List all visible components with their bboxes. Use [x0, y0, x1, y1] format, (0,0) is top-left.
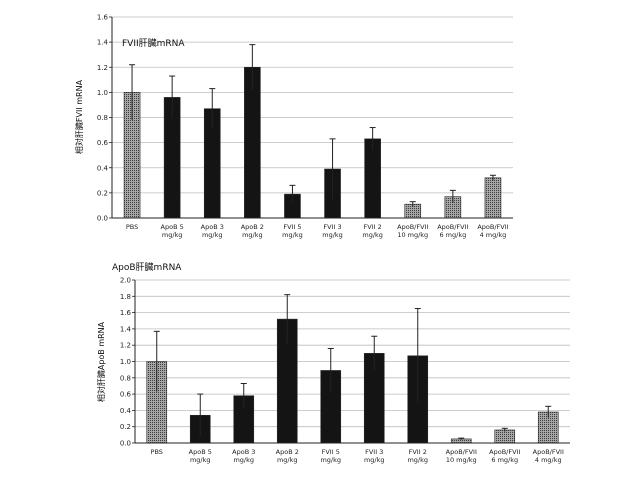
fvii-x-tick-label: mg/kg — [322, 231, 343, 239]
fvii-y-tick-label: 0.6 — [97, 139, 109, 147]
fvii-x-tick-label: mg/kg — [242, 231, 263, 239]
fvii-x-tick-label: FVII 3 — [323, 223, 341, 231]
apob-x-tick-label: mg/kg — [320, 456, 341, 464]
fvii-y-axis-title: 相対肝臓FVII mRNA — [74, 79, 84, 154]
fvii-y-tick-label: 0.8 — [97, 114, 108, 122]
apob-x-tick-label: 4 mg/kg — [535, 456, 562, 464]
apob-x-tick-label: PBS — [151, 448, 163, 456]
fvii-y-tick-label: 0.2 — [97, 189, 108, 197]
apob-error-bars — [154, 295, 552, 440]
fvii-y-tick-label: 1.6 — [97, 14, 109, 22]
apob-x-tick-label: ApoB 2 — [276, 448, 299, 456]
fvii-x-tick-label: FVII 5 — [283, 223, 301, 231]
apob-x-tick-label: mg/kg — [364, 456, 385, 464]
fvii-x-tick-label: ApoB 2 — [241, 223, 264, 231]
apob-x-tick-label: mg/kg — [407, 456, 428, 464]
apob-x-tick-label: 6 mg/kg — [491, 456, 518, 464]
apob-y-tick-label: 0.6 — [120, 391, 132, 399]
apob-x-tick-label: ApoB/FVII — [489, 448, 520, 456]
fvii-x-tick-label: PBS — [126, 223, 138, 231]
apob-y-tick-label: 1.6 — [120, 309, 132, 317]
fvii-y-tick-label: 0.0 — [97, 215, 108, 223]
apob-y-tick-label: 1.8 — [120, 293, 131, 301]
fvii-x-tick-label: mg/kg — [282, 231, 303, 239]
fvii-chart-title: FVII肝臓mRNA — [122, 38, 185, 49]
apob-y-tick-label: 1.4 — [120, 325, 132, 333]
apob-x-tick-label: FVII 3 — [365, 448, 383, 456]
fvii-x-tick-label: ApoB/FVII — [437, 223, 468, 231]
fvii-x-tick-labels: PBSApoB 5mg/kgApoB 3mg/kgApoB 2mg/kgFVII… — [126, 223, 509, 239]
fvii-x-tick-label: 10 mg/kg — [397, 231, 428, 239]
apob-x-tick-label: ApoB 5 — [189, 448, 212, 456]
apob-y-tick-label: 1.2 — [120, 342, 131, 350]
fvii-x-tick-label: ApoB 5 — [161, 223, 184, 231]
fvii-x-tick-label: FVII 2 — [364, 223, 382, 231]
fvii-y-tick-label: 1.0 — [97, 89, 108, 97]
apob-y-tick-label: 0.2 — [120, 423, 131, 431]
apob-bars — [147, 319, 559, 443]
fvii-y-tick-label: 1.4 — [97, 39, 109, 47]
fvii-y-tick-labels: 0.0 0.2 0.4 0.6 0.8 1.0 1.2 1.4 1.6 — [97, 14, 109, 223]
fvii-bar — [485, 178, 501, 218]
apob-x-tick-label: FVII 5 — [322, 448, 340, 456]
apob-x-tick-labels: PBSApoB 5mg/kgApoB 3mg/kgApoB 2mg/kgFVII… — [151, 448, 564, 464]
apob-chart-title: ApoB肝臓mRNA — [112, 262, 182, 273]
apob-y-tick-label: 0.8 — [120, 374, 131, 382]
fvii-x-tick-label: mg/kg — [362, 231, 383, 239]
apob-x-tick-label: ApoB 3 — [232, 448, 255, 456]
apob-x-tick-label: mg/kg — [233, 456, 254, 464]
fvii-x-tick-label: mg/kg — [162, 231, 183, 239]
fvii-chart: 0.00.20.40.60.81.01.21.41.6 PBSApoB 5mg/… — [74, 14, 513, 240]
fvii-y-tick-label: 1.2 — [97, 64, 108, 72]
apob-y-tick-labels: 0.0 0.2 0.4 0.6 0.8 1.0 1.2 1.4 1.6 1.8 2.0 — [120, 277, 132, 448]
apob-y-tick-label: 0.0 — [120, 440, 131, 448]
fvii-error-bars — [129, 45, 496, 207]
fvii-x-tick-label: 6 mg/kg — [439, 231, 466, 239]
apob-chart: 0.0 0.2 0.4 0.6 0.8 1.0 1.2 1.4 1.6 1.8 2.0 PBS Apo… — [96, 262, 570, 464]
fvii-y-tick-label: 0.4 — [97, 164, 109, 172]
fvii-x-tick-label: ApoB/FVII — [397, 223, 428, 231]
apob-x-tick-label: FVII 2 — [409, 448, 427, 456]
fvii-x-tick-label: 4 mg/kg — [480, 231, 507, 239]
apob-y-tick-label: 0.4 — [120, 407, 132, 415]
fvii-bar — [365, 139, 381, 218]
apob-x-tick-label: ApoB/FVII — [446, 448, 477, 456]
apob-x-tick-label: 10 mg/kg — [446, 456, 477, 464]
apob-x-tick-label: mg/kg — [190, 456, 211, 464]
apob-y-axis-title: 相対肝臓ApoB mRNA — [96, 321, 106, 402]
apob-x-tick-label: mg/kg — [277, 456, 298, 464]
fvii-x-tick-label: ApoB 3 — [201, 223, 224, 231]
apob-y-tick-label: 1.0 — [120, 358, 131, 366]
apob-x-tick-label: ApoB/FVII — [533, 448, 564, 456]
fvii-x-tick-label: ApoB/FVII — [477, 223, 508, 231]
apob-bar — [495, 430, 515, 443]
fvii-x-tick-label: mg/kg — [202, 231, 223, 239]
apob-y-tick-label: 2.0 — [120, 277, 131, 285]
